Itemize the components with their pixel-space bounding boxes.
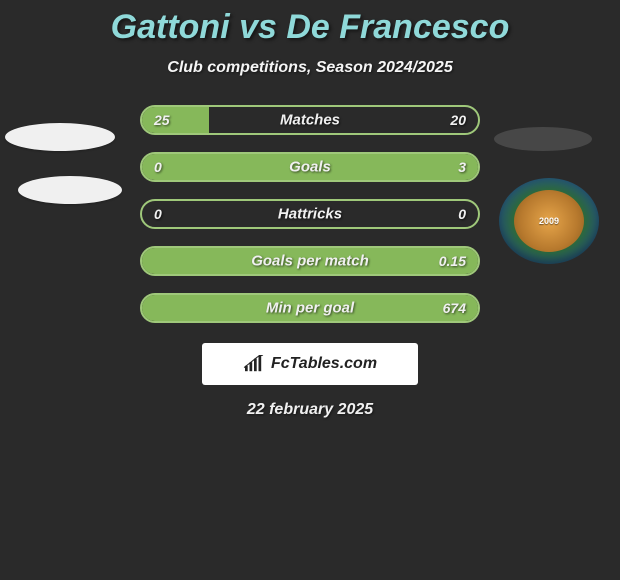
stat-fill-left: [142, 107, 209, 133]
club-crest: 2009: [499, 178, 599, 264]
stat-value-right: 3: [458, 159, 466, 175]
footer-brand-badge[interactable]: FcTables.com: [202, 343, 418, 385]
stat-label: Goals: [289, 159, 331, 176]
stat-row: Min per goal 674: [140, 293, 480, 323]
stat-label: Goals per match: [251, 253, 369, 270]
stat-row: 0 Goals 3: [140, 152, 480, 182]
stat-row: Goals per match 0.15: [140, 246, 480, 276]
stat-row: 25 Matches 20: [140, 105, 480, 135]
footer-date: 22 february 2025: [0, 401, 620, 419]
footer-brand-text: FcTables.com: [271, 355, 377, 373]
stat-value-right: 0.15: [439, 253, 466, 269]
player-left-badge-placeholder-1: [5, 123, 115, 151]
stat-value-left: 0: [154, 159, 162, 175]
stat-row: 0 Hattricks 0: [140, 199, 480, 229]
page-title: Gattoni vs De Francesco: [0, 0, 620, 47]
stat-value-right: 0: [458, 206, 466, 222]
stat-label: Min per goal: [266, 300, 354, 317]
page-subtitle: Club competitions, Season 2024/2025: [0, 59, 620, 77]
club-crest-year: 2009: [514, 190, 584, 252]
player-right-badge-placeholder: [494, 127, 592, 151]
stat-value-left: 25: [154, 112, 170, 128]
player-left-badge-placeholder-2: [18, 176, 122, 204]
bar-chart-icon: [243, 355, 265, 373]
stat-value-right: 20: [450, 112, 466, 128]
stat-value-right: 674: [443, 300, 466, 316]
stat-label: Matches: [280, 112, 340, 129]
stat-value-left: 0: [154, 206, 162, 222]
stat-label: Hattricks: [278, 206, 342, 223]
